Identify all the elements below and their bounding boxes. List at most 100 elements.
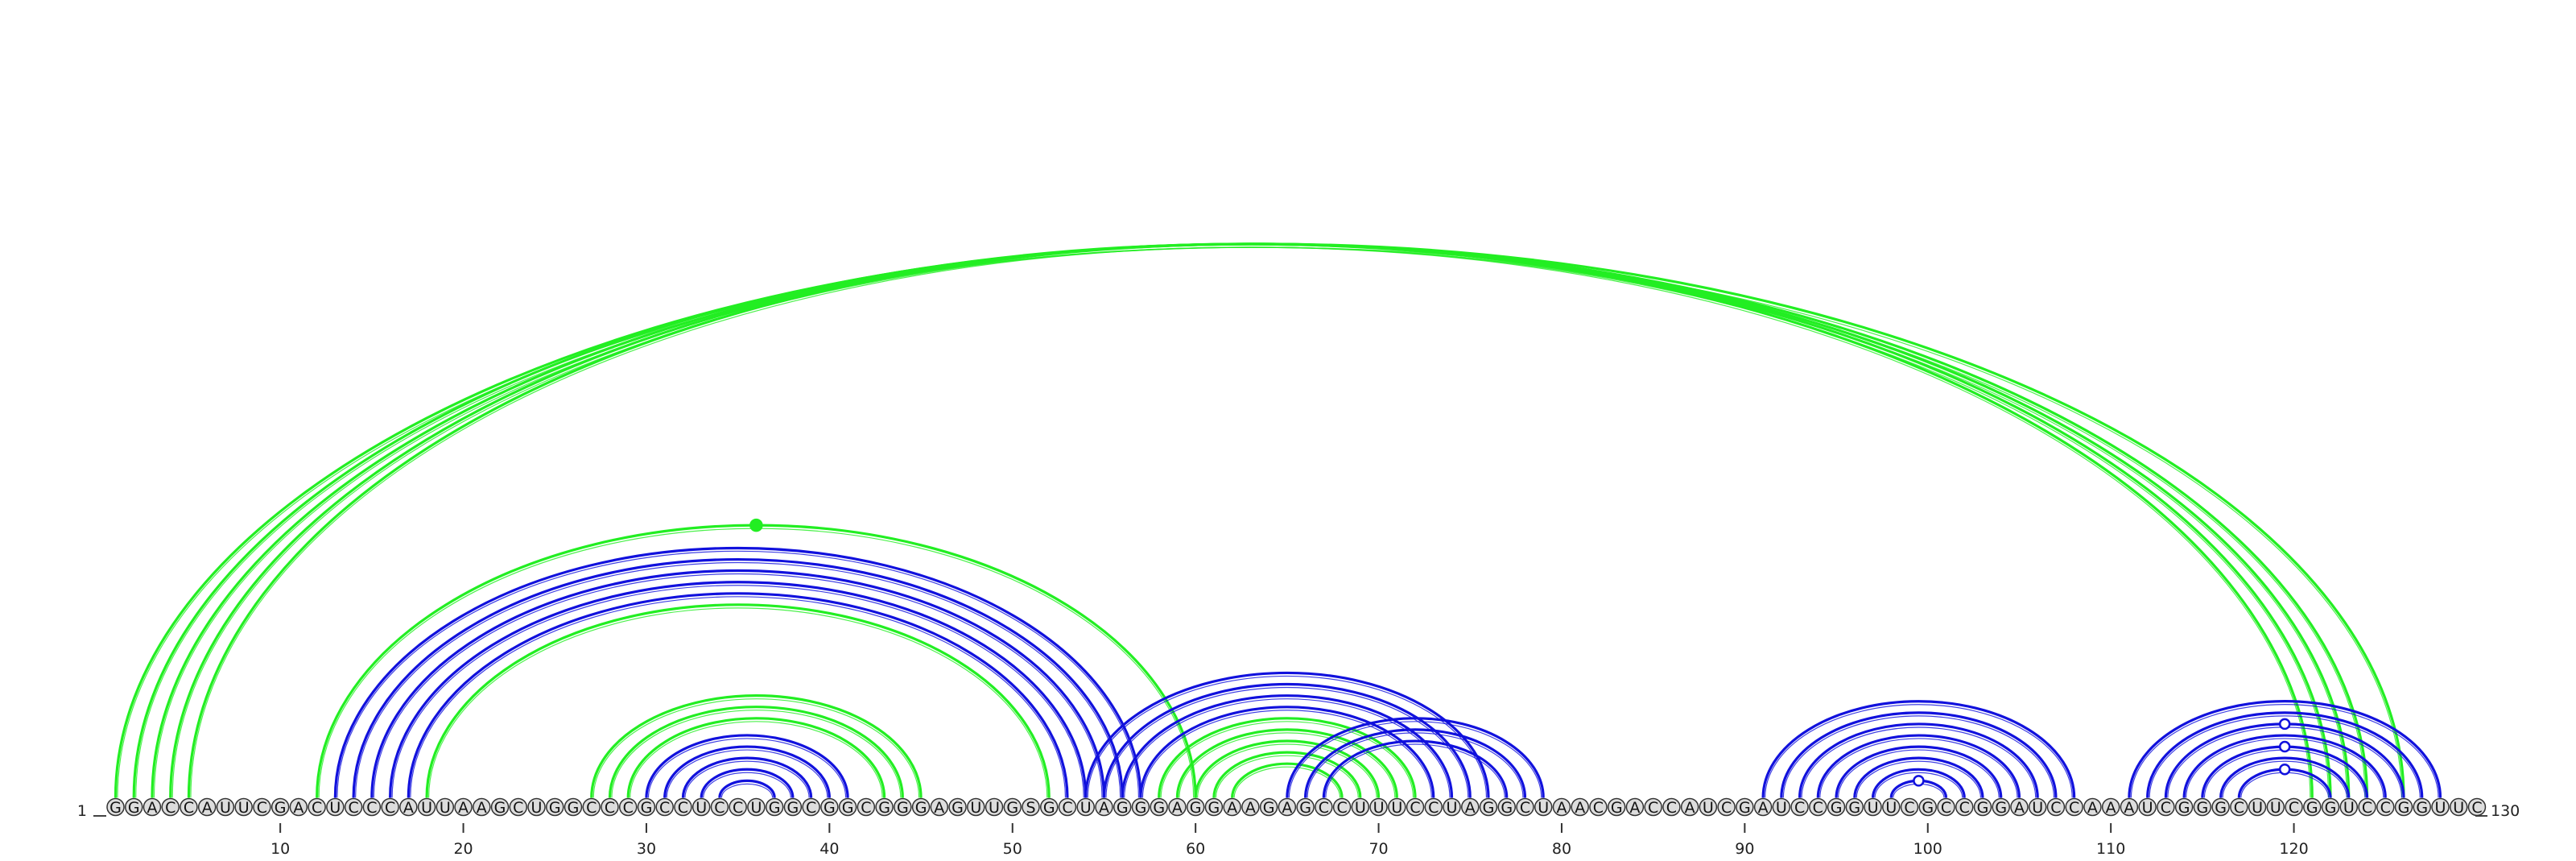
svg-text:G: G <box>1995 799 2007 817</box>
base-pair-arc-echo <box>1197 743 1377 798</box>
svg-text:U: U <box>440 799 451 817</box>
nucleotide: C <box>710 797 729 817</box>
nucleotide: U <box>1864 797 1882 817</box>
nucleotide: C <box>1955 797 1974 817</box>
nucleotide: C <box>618 797 638 817</box>
nucleotide: C <box>2157 797 2175 817</box>
nucleotide: C <box>362 797 382 817</box>
nucleotide: C <box>180 797 198 817</box>
svg-text:U: U <box>989 799 1000 817</box>
nucleotide: G <box>1973 797 1992 817</box>
nucleotide: C <box>1315 797 1333 817</box>
svg-text:G: G <box>2398 799 2410 817</box>
svg-text:U: U <box>2252 799 2263 817</box>
svg-text:C: C <box>1813 799 1823 817</box>
base-pair-arc <box>1322 739 1509 798</box>
svg-text:A: A <box>2087 799 2098 817</box>
svg-text:C: C <box>2069 799 2079 817</box>
svg-text:G: G <box>1190 799 1202 817</box>
base-pair-arc <box>608 706 904 798</box>
nucleotide: G <box>1131 797 1150 817</box>
svg-text:A: A <box>1758 799 1769 817</box>
nucleotide: C <box>1589 797 1608 817</box>
base-pair-arc <box>1158 717 1417 798</box>
svg-text:C: C <box>1593 799 1604 817</box>
svg-text:U: U <box>1885 799 1897 817</box>
svg-text:C: C <box>1959 799 1970 817</box>
nucleotide: G <box>783 797 803 817</box>
nucleotide: U <box>2028 797 2047 817</box>
nucleotide: G <box>490 797 510 817</box>
nucleotide: G <box>546 797 564 817</box>
nucleotide: G <box>820 797 839 817</box>
base-pair-arc <box>1798 722 2039 798</box>
nucleotide: U <box>1369 797 1388 817</box>
nucleotide: C <box>161 797 180 817</box>
nucleotide: G <box>765 797 784 817</box>
nucleotide: A <box>1680 797 1699 817</box>
tick-label: 110 <box>2096 840 2125 857</box>
svg-text:U: U <box>2453 799 2464 817</box>
nucleotide: G <box>894 797 912 817</box>
svg-text:G: G <box>1831 799 1843 817</box>
svg-text:G: G <box>769 799 781 817</box>
nucleotide: C <box>253 797 271 817</box>
svg-text:U: U <box>2270 799 2281 817</box>
nucleotide: G <box>2174 797 2194 817</box>
tick-label: 50 <box>1003 840 1022 857</box>
base-pair-arc-echo <box>2149 715 2421 798</box>
base-pair-arc-echo <box>153 246 2347 798</box>
base-pair-arc-echo <box>410 596 1067 798</box>
base-pair-arc-echo <box>1288 721 1542 798</box>
base-pair-arc <box>1194 739 1381 798</box>
base-pair-arc <box>645 734 849 798</box>
nucleotide: G <box>2193 797 2212 817</box>
nucleotide: G <box>2413 797 2431 817</box>
tick-label: 20 <box>453 840 473 857</box>
nucleotide: U <box>2431 797 2450 817</box>
svg-text:G: G <box>952 799 964 817</box>
nucleotide: A <box>142 797 162 817</box>
base-pair-arc-echo <box>1307 732 1524 798</box>
svg-text:C: C <box>165 799 175 817</box>
svg-text:A: A <box>458 799 469 817</box>
nucleotide: C <box>802 797 820 817</box>
base-pair-arc <box>407 592 1069 798</box>
nucleotide: C <box>2046 797 2066 817</box>
base-pair-arc-echo <box>117 246 2403 798</box>
nucleotide: A <box>1625 797 1645 817</box>
nucleotide: G <box>2321 797 2340 817</box>
sequence-end-label: 130 <box>2491 802 2520 820</box>
nucleotide: U <box>1882 797 1901 817</box>
base-pair-arc-echo <box>630 721 883 798</box>
base-pair-arc-echo <box>1105 686 1469 798</box>
svg-text:U: U <box>1703 799 1714 817</box>
nucleotide: G <box>124 797 143 817</box>
nucleotide: U <box>216 797 235 817</box>
svg-text:C: C <box>2234 799 2244 817</box>
svg-text:G: G <box>2178 799 2190 817</box>
nucleotide: G <box>911 797 931 817</box>
svg-text:U: U <box>1355 799 1366 817</box>
base-pair-arc-echo <box>373 573 1103 798</box>
svg-text:C: C <box>2362 799 2372 817</box>
nucleotide: A <box>473 797 491 817</box>
svg-text:U: U <box>2435 799 2446 817</box>
nucleotide: A <box>2010 797 2029 817</box>
svg-text:A: A <box>403 799 414 817</box>
svg-text:G: G <box>1043 799 1055 817</box>
nucleotide: G <box>1827 797 1846 817</box>
svg-text:G: G <box>915 799 927 817</box>
nucleotide: U <box>436 797 455 817</box>
base-pair-arc-echo <box>1782 715 2055 798</box>
svg-text:C: C <box>1648 799 1658 817</box>
svg-text:U: U <box>1447 799 1458 817</box>
base-pair-arc-echo <box>355 561 1121 798</box>
svg-text:G: G <box>2196 799 2208 817</box>
nucleotide: C <box>344 797 363 817</box>
nucleotide: A <box>1241 797 1260 817</box>
base-pair-arc <box>2146 711 2424 798</box>
svg-text:C: C <box>1941 799 1951 817</box>
base-pair-arc <box>718 779 776 798</box>
base-pair-arc-echo <box>703 772 791 798</box>
